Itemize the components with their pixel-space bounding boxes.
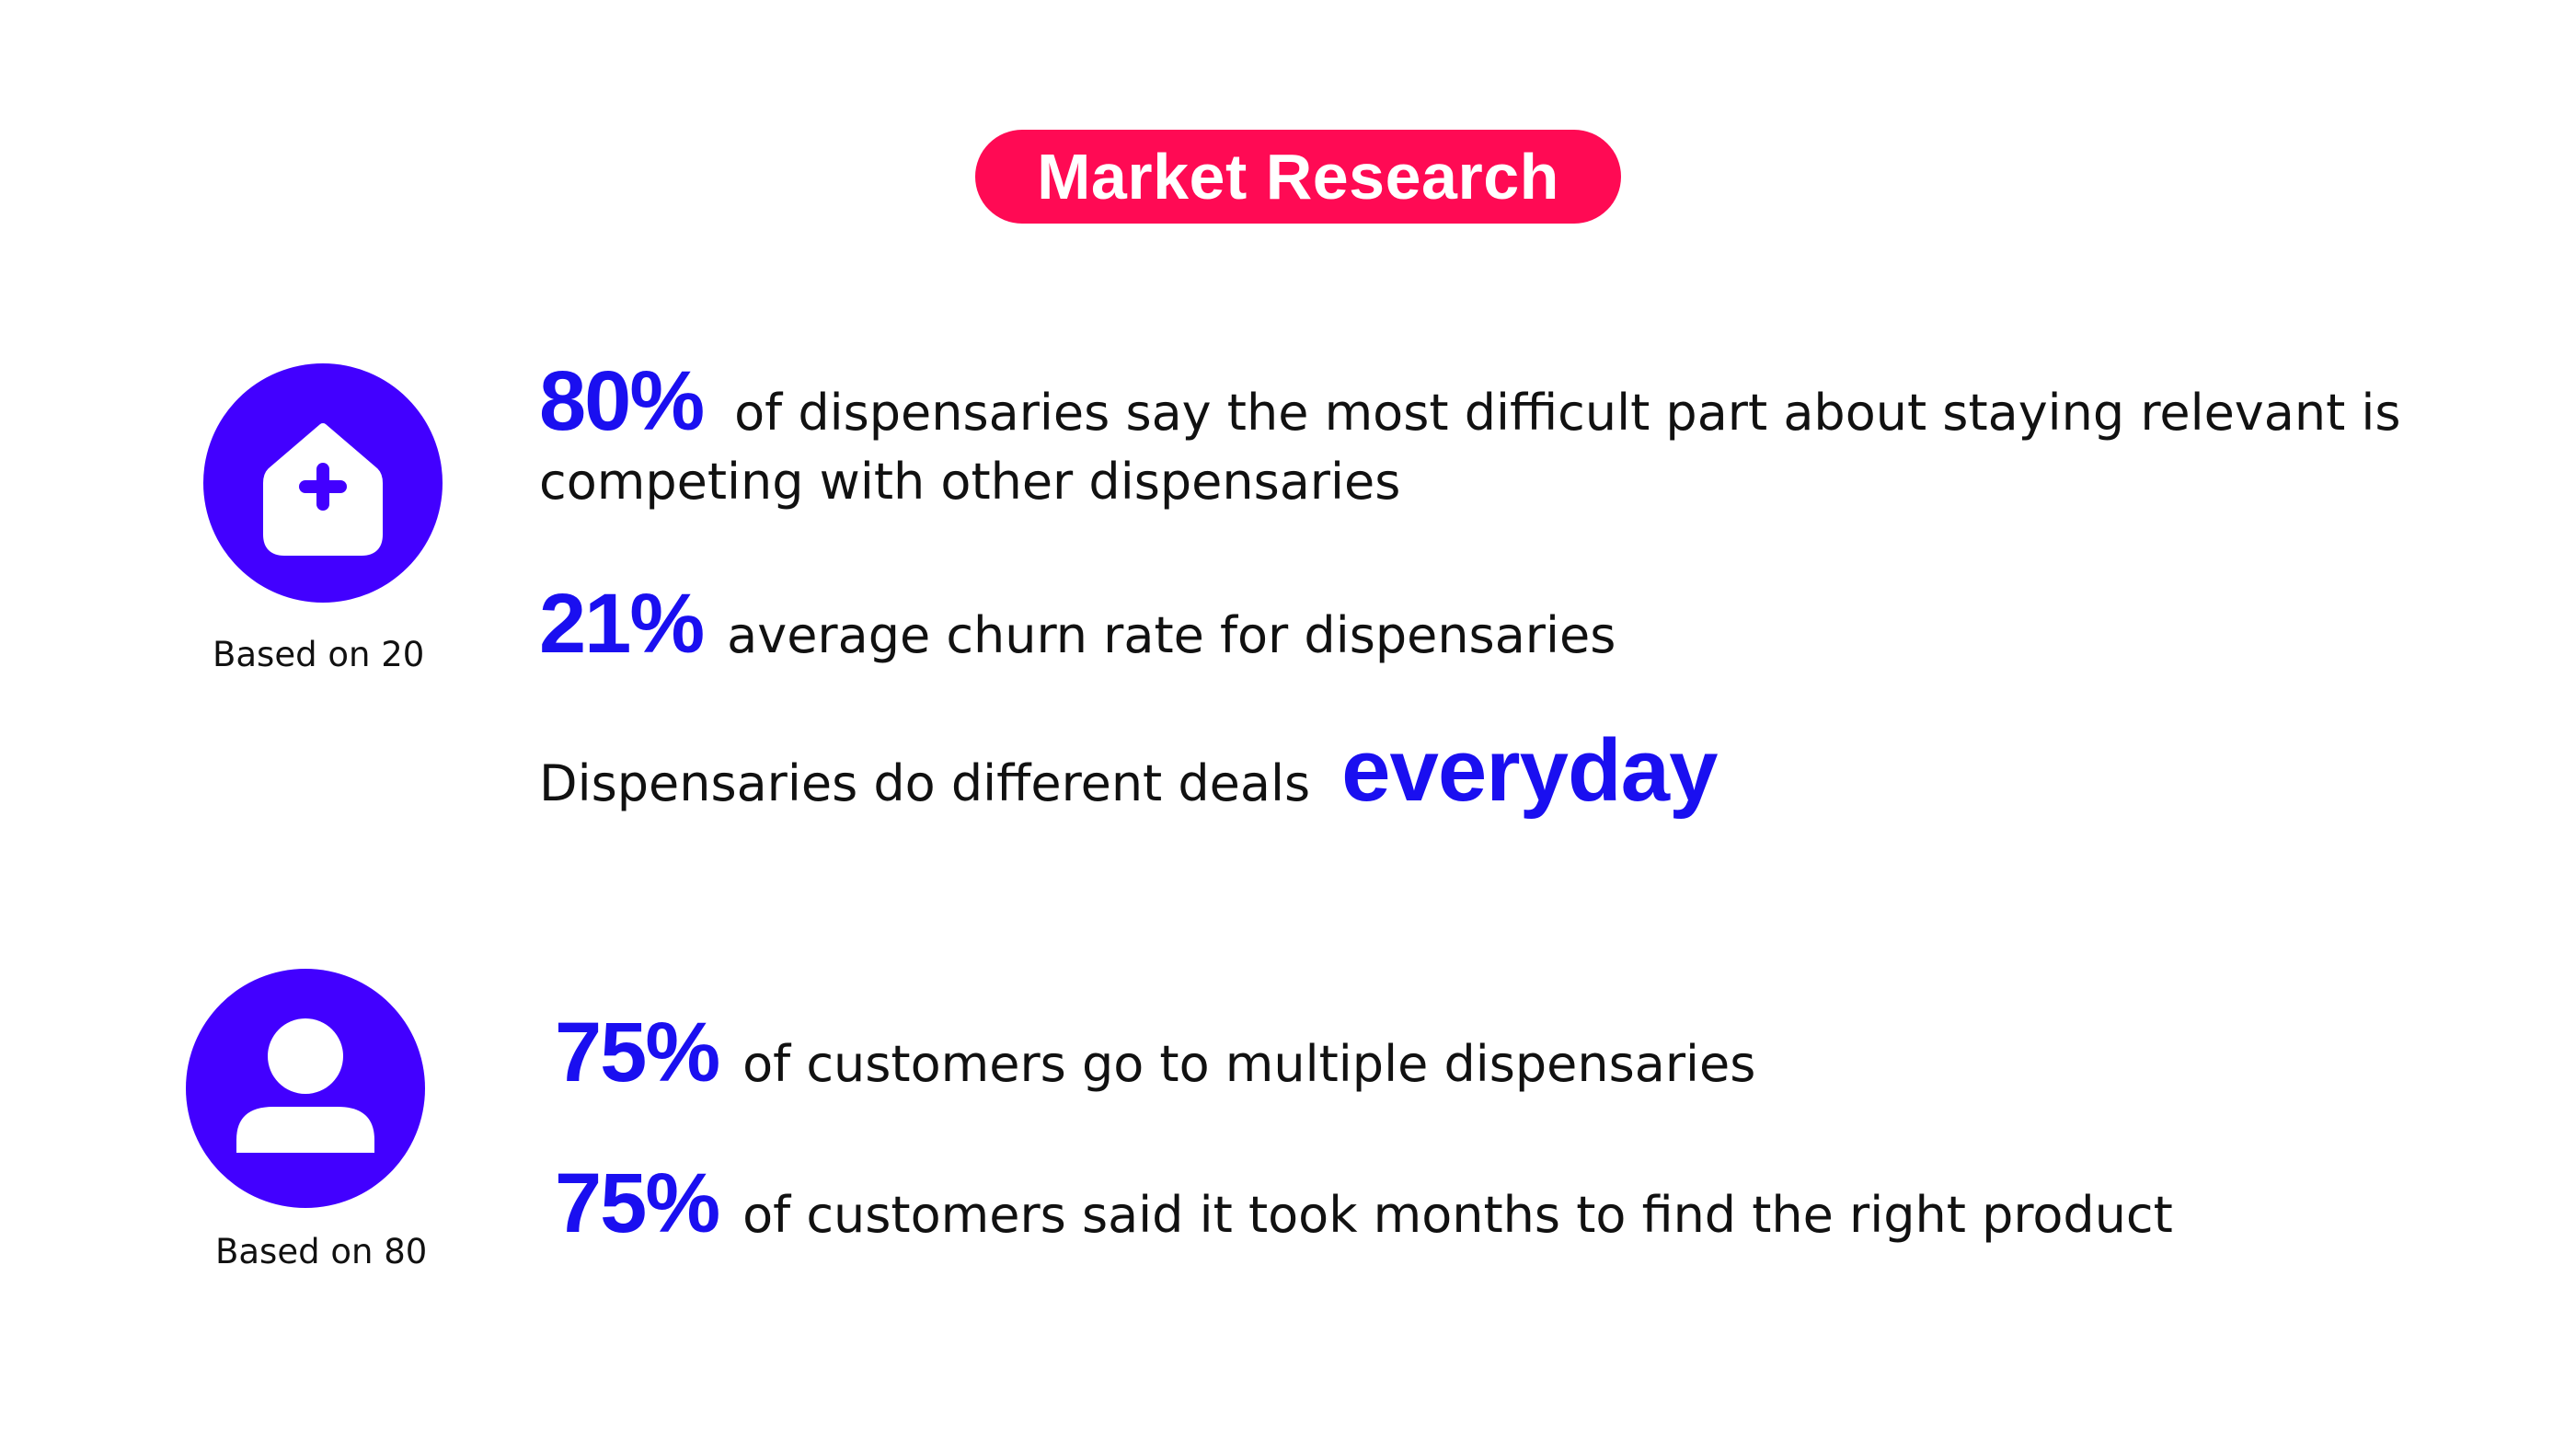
sample-size-caption: Based on 80: [215, 1232, 428, 1271]
stat-text: of customers said it took months to find…: [742, 1186, 2173, 1244]
stat-text: average churn rate for dispensaries: [727, 606, 1616, 664]
stat-value: 21%: [539, 577, 705, 671]
stat-row: 75% of customers said it took months to f…: [555, 1161, 2173, 1246]
stat-value: 75%: [555, 1156, 720, 1250]
house-plus-glyph: [263, 423, 383, 556]
stat-row: Dispensaries do different deals everyday: [539, 727, 1718, 815]
house-plus-icon: [203, 363, 443, 603]
stat-text: Dispensaries do different deals: [539, 754, 1311, 812]
sample-size-caption: Based on 20: [213, 635, 425, 674]
stat-row: 75% of customers go to multiple dispensar…: [555, 1010, 1755, 1095]
stat-row: 21% average churn rate for dispensaries: [539, 581, 1616, 666]
title-badge: Market Research: [975, 130, 1621, 224]
stat-row: 80% of dispensaries say the most difficul…: [539, 359, 2401, 443]
person-glyph: [236, 1018, 374, 1153]
person-icon: [186, 969, 425, 1208]
stat-highlight: everyday: [1341, 721, 1718, 820]
page-title: Market Research: [1037, 141, 1559, 213]
stat-value: 80%: [539, 354, 705, 448]
stat-text-continued: competing with other dispensaries: [539, 453, 1401, 511]
stat-text: of dispensaries say the most difficult p…: [734, 384, 2401, 442]
stat-text: of customers go to multiple dispensaries: [742, 1035, 1756, 1093]
stat-value: 75%: [555, 1006, 720, 1099]
